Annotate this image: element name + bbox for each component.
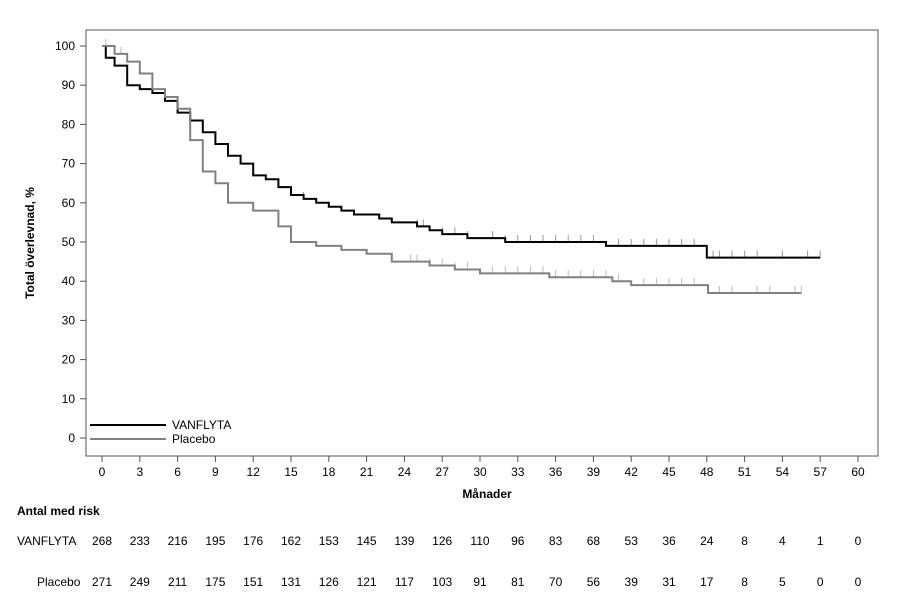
- risk-row-label: Placebo: [37, 575, 81, 589]
- risk-value: 110: [470, 534, 489, 548]
- risk-value: 91: [473, 575, 487, 589]
- y-tick-label: 30: [62, 313, 76, 327]
- x-tick-label: 51: [738, 465, 752, 479]
- y-tick-label: 50: [62, 235, 76, 249]
- risk-table-title: Antal med risk: [17, 504, 100, 518]
- risk-value: 195: [205, 534, 225, 548]
- risk-value: 31: [662, 575, 676, 589]
- risk-value: 53: [625, 534, 639, 548]
- risk-value: 211: [168, 575, 187, 589]
- risk-value: 0: [855, 575, 862, 589]
- risk-value: 83: [549, 534, 563, 548]
- risk-value: 271: [92, 575, 112, 589]
- risk-value: 126: [319, 575, 339, 589]
- risk-value: 121: [357, 575, 377, 589]
- x-tick-label: 45: [662, 465, 676, 479]
- plot-frame: [85, 29, 879, 457]
- y-tick-label: 40: [62, 274, 76, 288]
- risk-value: 249: [130, 575, 150, 589]
- risk-value: 151: [243, 575, 263, 589]
- risk-value: 17: [700, 575, 714, 589]
- risk-value: 68: [587, 534, 601, 548]
- risk-value: 216: [168, 534, 188, 548]
- risk-value: 96: [511, 534, 525, 548]
- risk-value: 1: [817, 534, 824, 548]
- risk-value: 8: [741, 575, 748, 589]
- y-tick-label: 80: [62, 117, 76, 131]
- x-tick-label: 33: [511, 465, 525, 479]
- risk-value: 117: [395, 575, 414, 589]
- x-tick-label: 15: [284, 465, 298, 479]
- x-tick-label: 24: [398, 465, 412, 479]
- risk-value: 175: [205, 575, 225, 589]
- x-tick-label: 6: [174, 465, 181, 479]
- risk-value: 126: [432, 534, 452, 548]
- risk-value: 145: [357, 534, 377, 548]
- risk-value: 24: [700, 534, 714, 548]
- y-tick-label: 100: [55, 39, 75, 53]
- risk-value: 39: [625, 575, 639, 589]
- x-tick-label: 0: [99, 465, 106, 479]
- y-tick-label: 70: [62, 157, 76, 171]
- risk-value: 8: [741, 534, 748, 548]
- survival-curve-placebo: [102, 45, 802, 294]
- risk-value: 0: [817, 575, 824, 589]
- survival-curve-vanflyta: [102, 45, 821, 259]
- x-tick-label: 9: [212, 465, 219, 479]
- x-tick-label: 57: [814, 465, 828, 479]
- y-axis-title: Total överlevnad, %: [23, 187, 37, 299]
- x-tick-label: 39: [587, 465, 601, 479]
- x-tick-label: 18: [322, 465, 336, 479]
- legend-label: Placebo: [172, 432, 216, 446]
- y-tick-label: 60: [62, 196, 76, 210]
- x-tick-label: 42: [625, 465, 639, 479]
- x-axis-title: Månader: [462, 487, 512, 501]
- x-tick-label: 36: [549, 465, 563, 479]
- risk-value: 5: [779, 575, 786, 589]
- x-tick-label: 54: [776, 465, 790, 479]
- risk-value: 4: [779, 534, 786, 548]
- risk-value: 268: [92, 534, 112, 548]
- y-tick-label: 90: [62, 78, 76, 92]
- risk-value: 56: [587, 575, 601, 589]
- x-tick-label: 3: [136, 465, 143, 479]
- risk-value: 176: [243, 534, 263, 548]
- x-tick-label: 27: [436, 465, 450, 479]
- x-tick-label: 30: [473, 465, 487, 479]
- y-tick-label: 10: [62, 392, 76, 406]
- risk-value: 139: [394, 534, 414, 548]
- x-tick-label: 60: [851, 465, 865, 479]
- risk-row-label: VANFLYTA: [17, 534, 76, 548]
- risk-value: 81: [511, 575, 525, 589]
- risk-value: 70: [549, 575, 563, 589]
- risk-value: 103: [432, 575, 452, 589]
- legend-label: VANFLYTA: [172, 418, 231, 432]
- y-tick-label: 20: [62, 353, 76, 367]
- risk-value: 36: [662, 534, 676, 548]
- risk-value: 162: [281, 534, 301, 548]
- risk-value: 131: [281, 575, 301, 589]
- x-tick-label: 21: [360, 465, 374, 479]
- y-tick-label: 0: [68, 431, 75, 445]
- risk-value: 233: [130, 534, 150, 548]
- x-tick-label: 48: [700, 465, 714, 479]
- risk-value: 153: [319, 534, 339, 548]
- risk-value: 0: [855, 534, 862, 548]
- x-tick-label: 12: [247, 465, 261, 479]
